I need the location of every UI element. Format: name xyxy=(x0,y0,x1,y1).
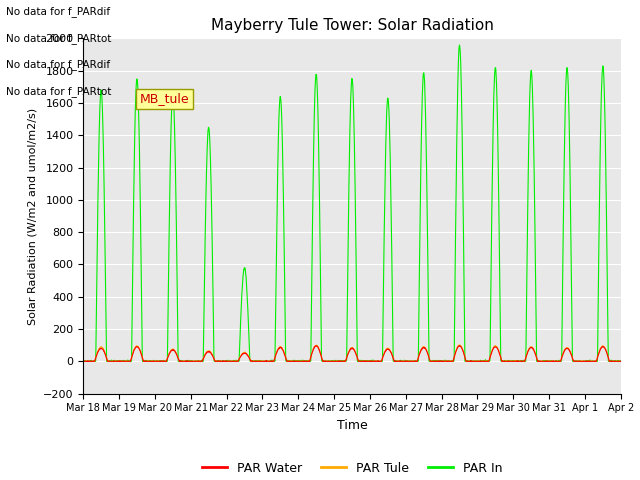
Text: MB_tule: MB_tule xyxy=(140,92,189,105)
PAR In xyxy=(456,42,463,48)
PAR Tule xyxy=(584,359,592,364)
PAR In xyxy=(230,358,237,363)
X-axis label: Time: Time xyxy=(337,419,367,432)
PAR In xyxy=(368,358,376,364)
Text: No data for f_PARtot: No data for f_PARtot xyxy=(6,33,112,44)
Y-axis label: Solar Radiation (W/m2 and umol/m2/s): Solar Radiation (W/m2 and umol/m2/s) xyxy=(28,108,37,324)
PAR Tule xyxy=(508,359,516,364)
PAR In xyxy=(570,358,577,364)
PAR In xyxy=(79,359,87,364)
PAR Tule xyxy=(79,359,87,364)
PAR In xyxy=(79,358,87,364)
Legend: PAR Water, PAR Tule, PAR In: PAR Water, PAR Tule, PAR In xyxy=(197,456,507,480)
PAR Tule xyxy=(570,359,577,364)
Line: PAR In: PAR In xyxy=(83,45,621,361)
PAR Water xyxy=(617,359,625,364)
PAR In xyxy=(617,358,625,364)
PAR In xyxy=(509,359,516,364)
PAR Water xyxy=(508,359,516,364)
PAR In xyxy=(585,358,593,364)
PAR Water xyxy=(380,353,387,359)
PAR Water xyxy=(570,358,577,364)
PAR Tule xyxy=(455,342,463,348)
PAR In xyxy=(380,299,387,304)
Text: No data for f_PARdif: No data for f_PARdif xyxy=(6,6,111,17)
PAR Water xyxy=(229,358,237,364)
Line: PAR Tule: PAR Tule xyxy=(83,345,621,361)
PAR Water xyxy=(584,359,592,364)
PAR Tule xyxy=(617,359,625,364)
Text: No data for f_PARdif: No data for f_PARdif xyxy=(6,59,111,70)
PAR Water xyxy=(368,358,376,364)
PAR Tule xyxy=(379,354,387,360)
Line: PAR Water: PAR Water xyxy=(83,346,621,361)
Text: No data for f_PARtot: No data for f_PARtot xyxy=(6,85,112,96)
PAR Water xyxy=(79,359,87,364)
PAR Tule xyxy=(367,359,375,364)
PAR Water xyxy=(312,343,320,348)
Title: Mayberry Tule Tower: Solar Radiation: Mayberry Tule Tower: Solar Radiation xyxy=(211,18,493,33)
PAR Tule xyxy=(229,359,237,364)
